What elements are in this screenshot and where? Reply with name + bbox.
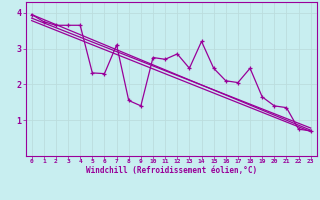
X-axis label: Windchill (Refroidissement éolien,°C): Windchill (Refroidissement éolien,°C) <box>86 166 257 175</box>
